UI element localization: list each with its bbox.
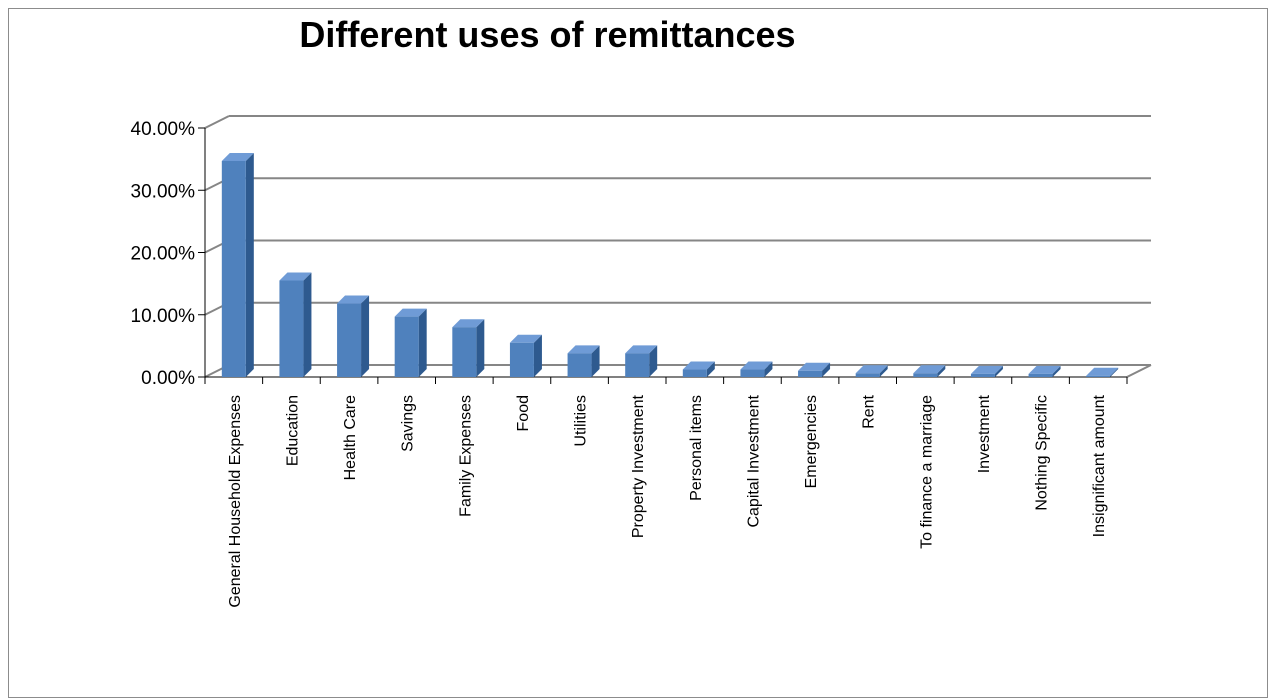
bar [970,373,995,377]
x-tick-label: Insignificant amount [1091,394,1108,537]
x-tick-label: Savings [400,395,417,452]
x-tick-label: Rent [861,394,878,428]
x-tick-label: General Household Expenses [227,395,244,608]
y-tick-label: 40.00% [131,119,196,140]
bar-top [279,272,312,281]
bar [1028,373,1053,377]
bar-side [303,272,312,377]
bar-top [740,361,773,370]
bar-side [764,361,773,377]
bar [1086,375,1111,377]
bar-top [567,345,600,354]
bar [625,353,650,377]
bar [394,316,419,377]
bar [221,160,246,377]
bar-side [1052,365,1061,377]
x-tick-label: Nothing Specific [1034,395,1051,511]
bar [452,327,477,377]
bar-side [822,362,831,377]
bar-side [649,345,658,377]
bar-side [994,365,1003,377]
y-tick-label: 20.00% [131,244,196,265]
bar-top [221,152,254,161]
chart-title: Different uses of remittances [299,14,796,55]
bar-side [361,295,370,377]
bar-top [452,319,485,328]
x-category-labels: General Household Expenses Education Healt… [227,394,1108,607]
floor-edge [1126,364,1152,378]
x-tick-label: Health Care [342,395,359,480]
y-tick-label: 30.00% [131,181,196,202]
bar-top [625,345,658,354]
bar [798,370,823,377]
x-tick-label: Family Expenses [457,395,474,517]
x-tick-label: To finance a marriage [918,395,935,549]
y-tick-label: 0.00% [141,368,195,389]
bar [855,373,880,377]
bar-side [937,365,946,377]
bar-side [476,319,485,377]
x-tick-label: Food [515,395,532,431]
bar-side [418,308,427,377]
bar-top [509,334,542,343]
x-tick-label: Property Investment [630,394,647,538]
bar-top [1028,365,1061,374]
bar [913,373,938,377]
bar-top [855,365,888,374]
x-tick-label: Investment [976,394,993,473]
bar-side [879,365,888,377]
bar [682,369,707,377]
x-tick-label: Personal items [688,395,705,501]
bar-top [682,361,715,370]
x-tick-label: Utilities [573,395,590,447]
bar-top [798,362,831,371]
bar-top [394,308,427,317]
bar-side [533,334,542,377]
bar [509,342,534,377]
bar-top [913,365,946,374]
bar-top [970,365,1003,374]
gridline-depth [204,115,230,129]
x-tick-label: Emergencies [803,395,820,488]
x-tick-label: Education [284,395,301,466]
bar [337,303,362,377]
bar-top [1086,367,1119,376]
bar [740,369,765,377]
bar [279,280,304,377]
bar-side [591,345,600,377]
bar-side [706,361,715,377]
bar [567,353,592,377]
bar-top [337,295,370,304]
bar-side [245,152,254,377]
x-tick-label: Capital Investment [745,394,762,527]
bars [221,152,1119,377]
bar-side [1110,367,1119,377]
y-tick-labels: 0.00% 10.00% 20.00% 30.00% 40.00% [131,119,196,389]
y-tick-label: 10.00% [131,306,196,327]
